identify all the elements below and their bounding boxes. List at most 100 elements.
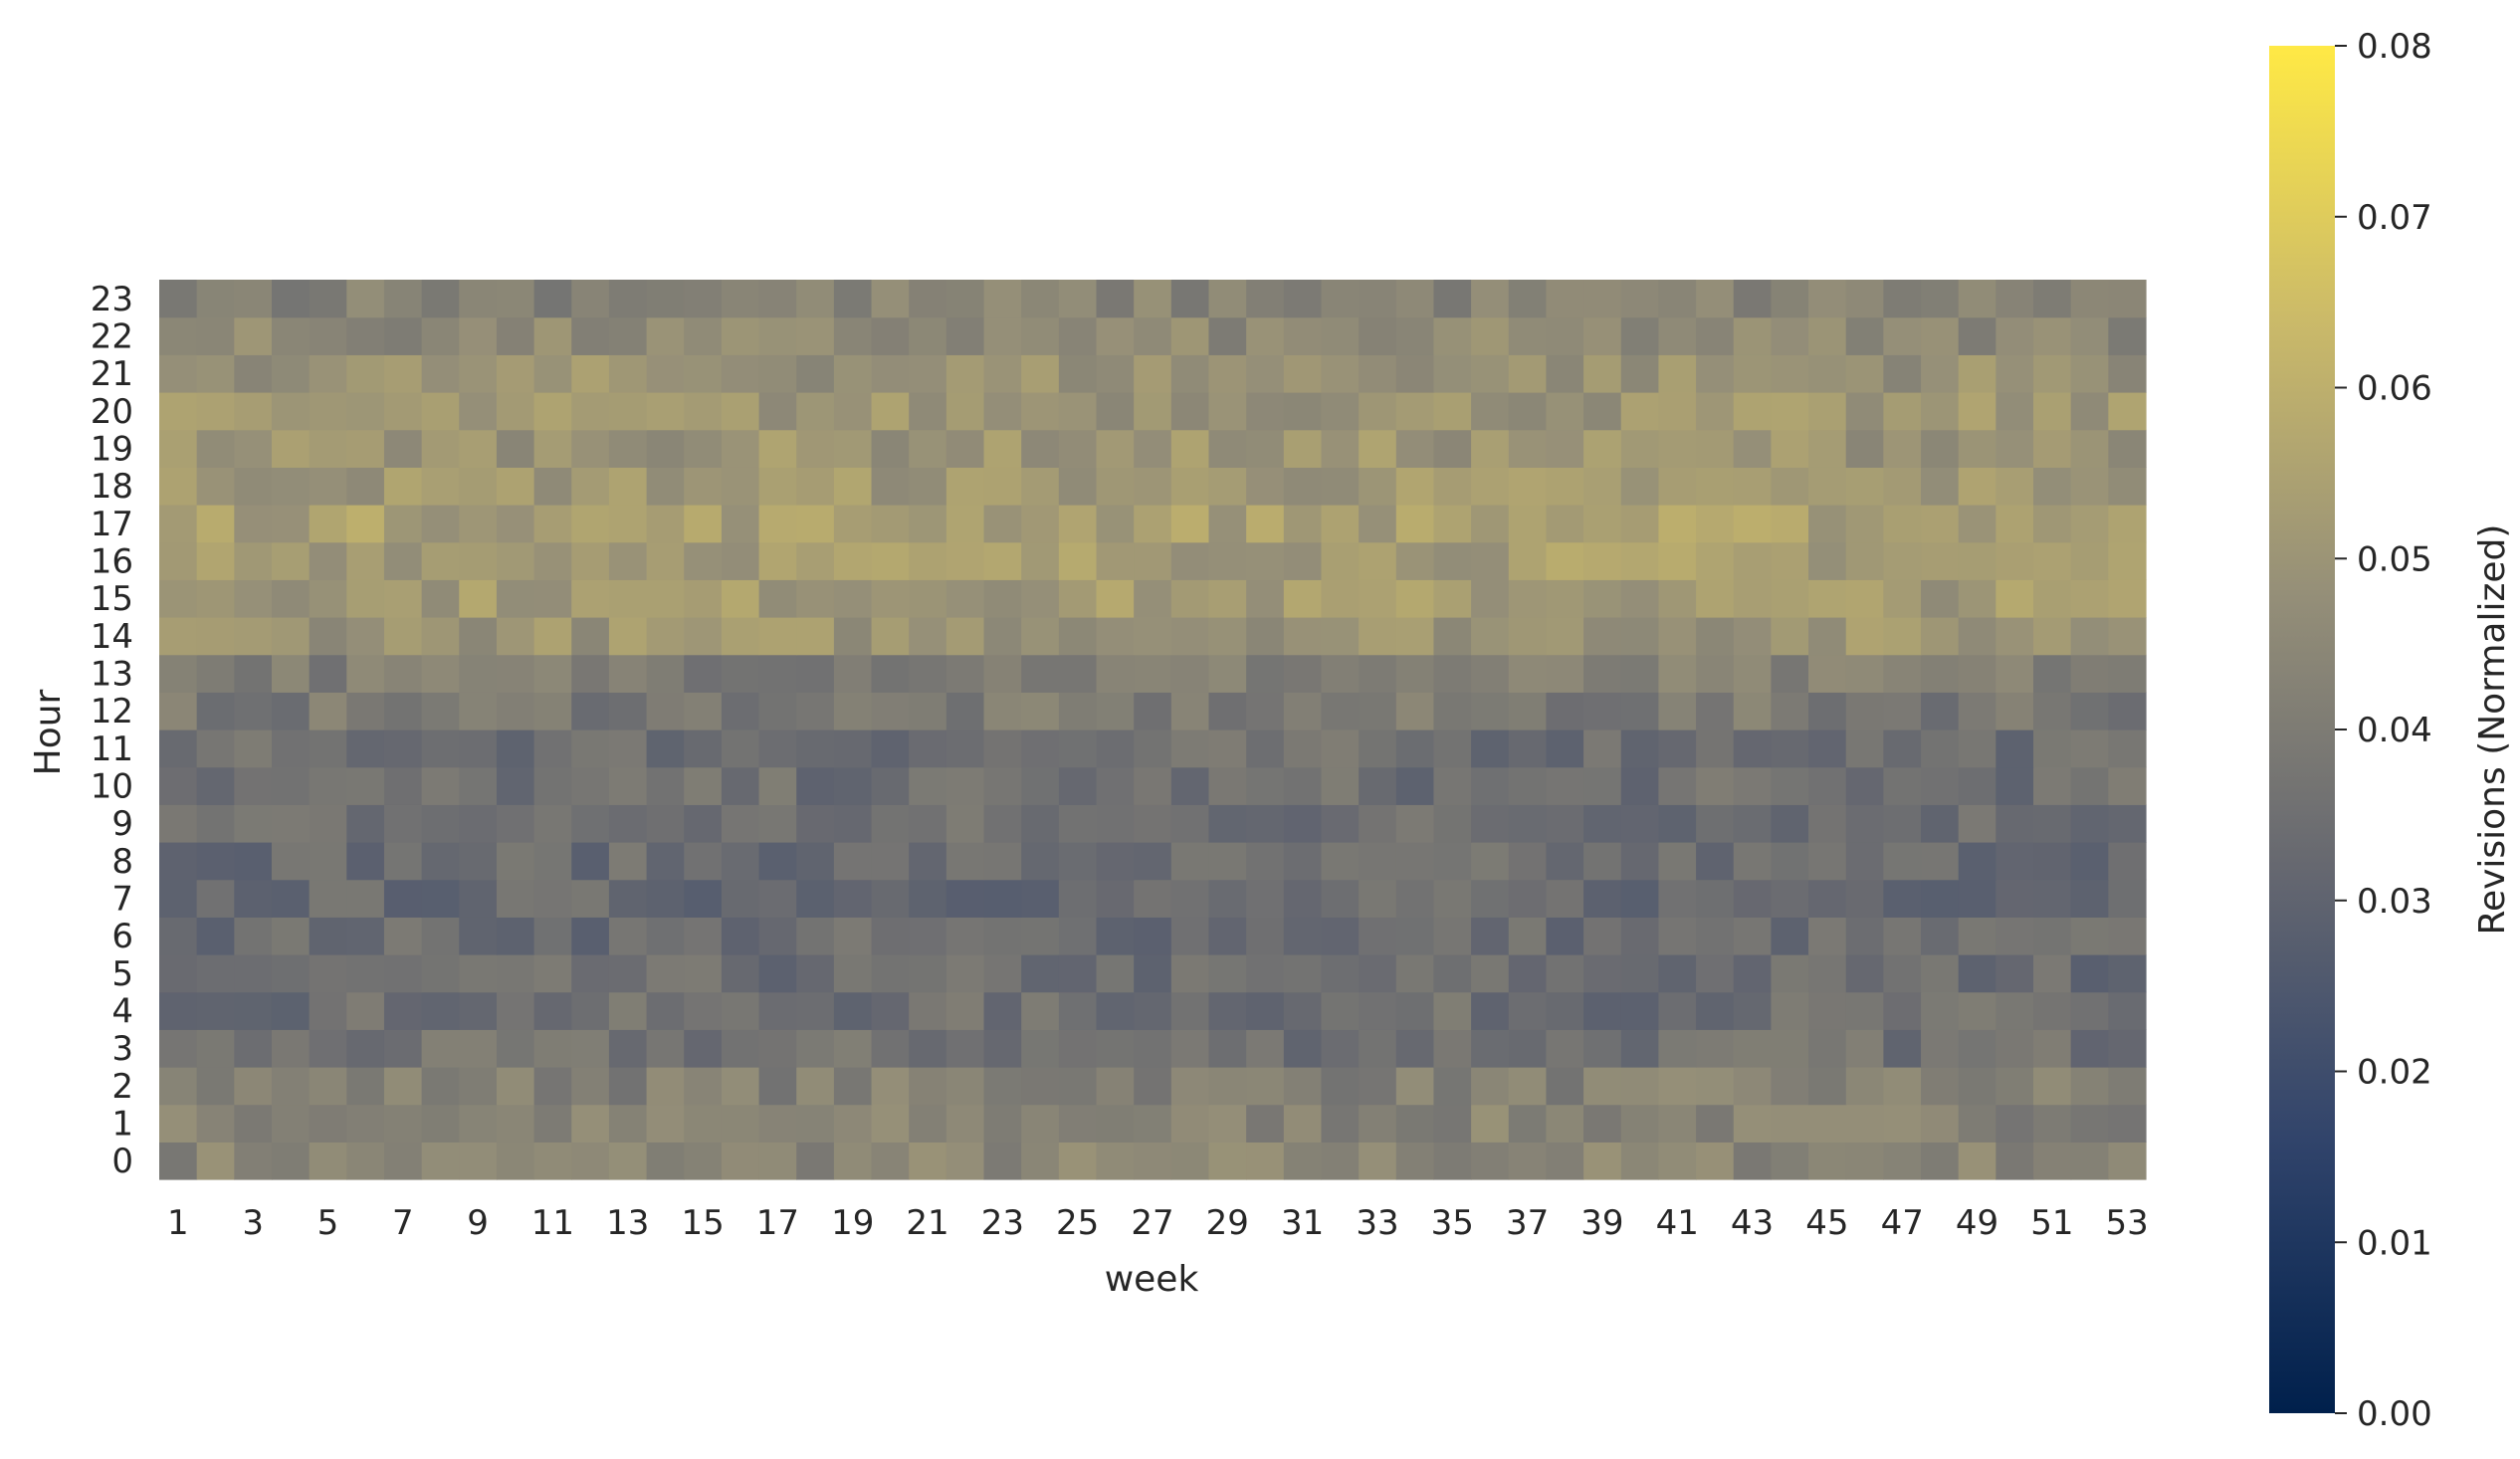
heatmap-cell <box>721 579 760 618</box>
heatmap-cell <box>608 617 648 656</box>
heatmap-cell <box>1546 617 1584 656</box>
heatmap-cell <box>1246 429 1285 468</box>
heatmap-cell <box>309 505 347 543</box>
heatmap-cell <box>758 804 797 843</box>
heatmap-cell <box>2070 954 2109 993</box>
heatmap-cell <box>1096 917 1135 955</box>
heatmap-cell <box>909 467 947 506</box>
heatmap-cell <box>1170 505 1210 543</box>
heatmap-cell <box>533 354 572 393</box>
heatmap-cell <box>1771 579 1809 618</box>
heatmap-cell <box>1508 505 1548 543</box>
heatmap-cell <box>721 617 760 656</box>
heatmap-cell <box>1696 692 1735 730</box>
heatmap-cell <box>646 316 685 355</box>
heatmap-cell <box>533 879 572 918</box>
heatmap-cell <box>684 654 723 693</box>
heatmap-cell <box>1995 917 2034 955</box>
x-tick-label: 39 <box>1580 1203 1623 1243</box>
heatmap-cell <box>1583 1029 1622 1068</box>
heatmap-cell <box>496 1029 535 1068</box>
y-tick-label: 13 <box>91 655 133 695</box>
heatmap-cell <box>721 505 760 543</box>
heatmap-cell <box>1771 541 1809 580</box>
heatmap-cell <box>1246 879 1285 918</box>
heatmap-cell <box>1620 991 1660 1030</box>
heatmap-cell <box>1508 1142 1548 1180</box>
heatmap-cell <box>421 392 460 431</box>
heatmap-cell <box>758 617 797 656</box>
heatmap-cell <box>1845 316 1884 355</box>
y-tick-label: 22 <box>91 317 133 357</box>
heatmap-cell <box>271 392 311 431</box>
heatmap-cell <box>383 879 423 918</box>
heatmap-cell <box>1733 1104 1772 1143</box>
heatmap-cell <box>1696 842 1735 881</box>
heatmap-cell <box>1170 392 1210 431</box>
heatmap-cell <box>1433 617 1472 656</box>
heatmap-cell <box>945 467 985 506</box>
heatmap-cell <box>1921 354 1960 393</box>
heatmap-cell <box>796 804 835 843</box>
heatmap-cell <box>309 1067 347 1106</box>
heatmap-cell <box>646 617 685 656</box>
heatmap-cell <box>1058 804 1098 843</box>
heatmap-cell <box>608 541 648 580</box>
heatmap-cell <box>1321 429 1360 468</box>
heatmap-cell <box>646 804 685 843</box>
heatmap-cell <box>1808 429 1847 468</box>
heatmap-cell <box>271 429 311 468</box>
heatmap-cell <box>1096 280 1135 318</box>
heatmap-cell <box>1546 505 1584 543</box>
heatmap-cell <box>1021 429 1060 468</box>
heatmap-cell <box>684 1104 723 1143</box>
heatmap-cell <box>1208 954 1247 993</box>
heatmap-cell <box>1921 1142 1960 1180</box>
heatmap-cell <box>1733 505 1772 543</box>
heatmap-cell <box>346 654 385 693</box>
heatmap-cell <box>2070 917 2109 955</box>
heatmap-cell <box>1733 879 1772 918</box>
heatmap-cell <box>1845 617 1884 656</box>
heatmap-cell <box>496 505 535 543</box>
heatmap-cell <box>383 692 423 730</box>
heatmap-cell <box>909 842 947 881</box>
heatmap-cell <box>1845 954 1884 993</box>
heatmap-cell <box>608 354 648 393</box>
heatmap-cell <box>909 579 947 618</box>
heatmap-cell <box>2108 429 2147 468</box>
heatmap-cell <box>496 316 535 355</box>
heatmap-cell <box>1696 316 1735 355</box>
heatmap-cell <box>1583 692 1622 730</box>
x-tick-label: 9 <box>467 1203 489 1243</box>
heatmap-cell <box>1958 804 1996 843</box>
heatmap-cell <box>571 1104 610 1143</box>
heatmap-cell <box>309 954 347 993</box>
heatmap-cell <box>1283 879 1323 918</box>
heatmap-cell <box>1696 579 1735 618</box>
heatmap-cell <box>459 617 498 656</box>
heatmap-cell <box>1771 280 1809 318</box>
heatmap-cell <box>1508 429 1548 468</box>
heatmap-cell <box>1246 505 1285 543</box>
heatmap-cell <box>646 1067 685 1106</box>
heatmap-cell <box>1283 1029 1323 1068</box>
heatmap-cell <box>945 617 985 656</box>
heatmap-cell <box>1921 280 1960 318</box>
heatmap-cells <box>159 280 2147 1180</box>
heatmap-cell <box>346 879 385 918</box>
heatmap-cell <box>1771 1029 1809 1068</box>
heatmap-cell <box>1958 579 1996 618</box>
heatmap-cell <box>758 429 797 468</box>
heatmap-cell <box>646 654 685 693</box>
heatmap-cell <box>1395 917 1435 955</box>
heatmap-cell <box>1696 429 1735 468</box>
heatmap-cell <box>1921 654 1960 693</box>
heatmap-cell <box>1771 766 1809 805</box>
heatmap-cell <box>871 879 910 918</box>
heatmap-cell <box>1620 316 1660 355</box>
heatmap-cell <box>1733 429 1772 468</box>
heatmap-cell <box>1395 804 1435 843</box>
heatmap-cell <box>721 692 760 730</box>
heatmap-cell <box>721 467 760 506</box>
